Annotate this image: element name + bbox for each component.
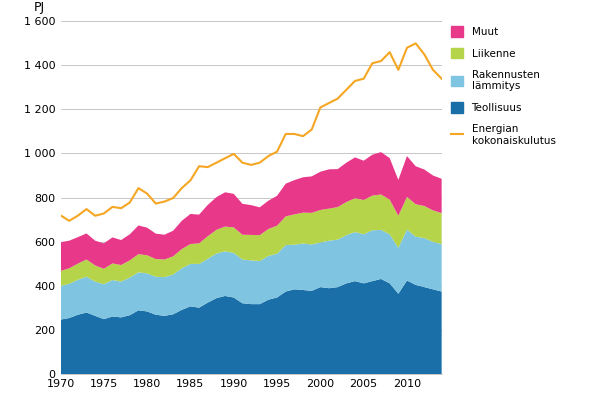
- Legend: Muut, Liikenne, Rakennusten
lämmitys, Teollisuus, Energian
kokonaiskulutus: Muut, Liikenne, Rakennusten lämmitys, Te…: [451, 26, 555, 146]
- Text: PJ: PJ: [34, 1, 45, 14]
